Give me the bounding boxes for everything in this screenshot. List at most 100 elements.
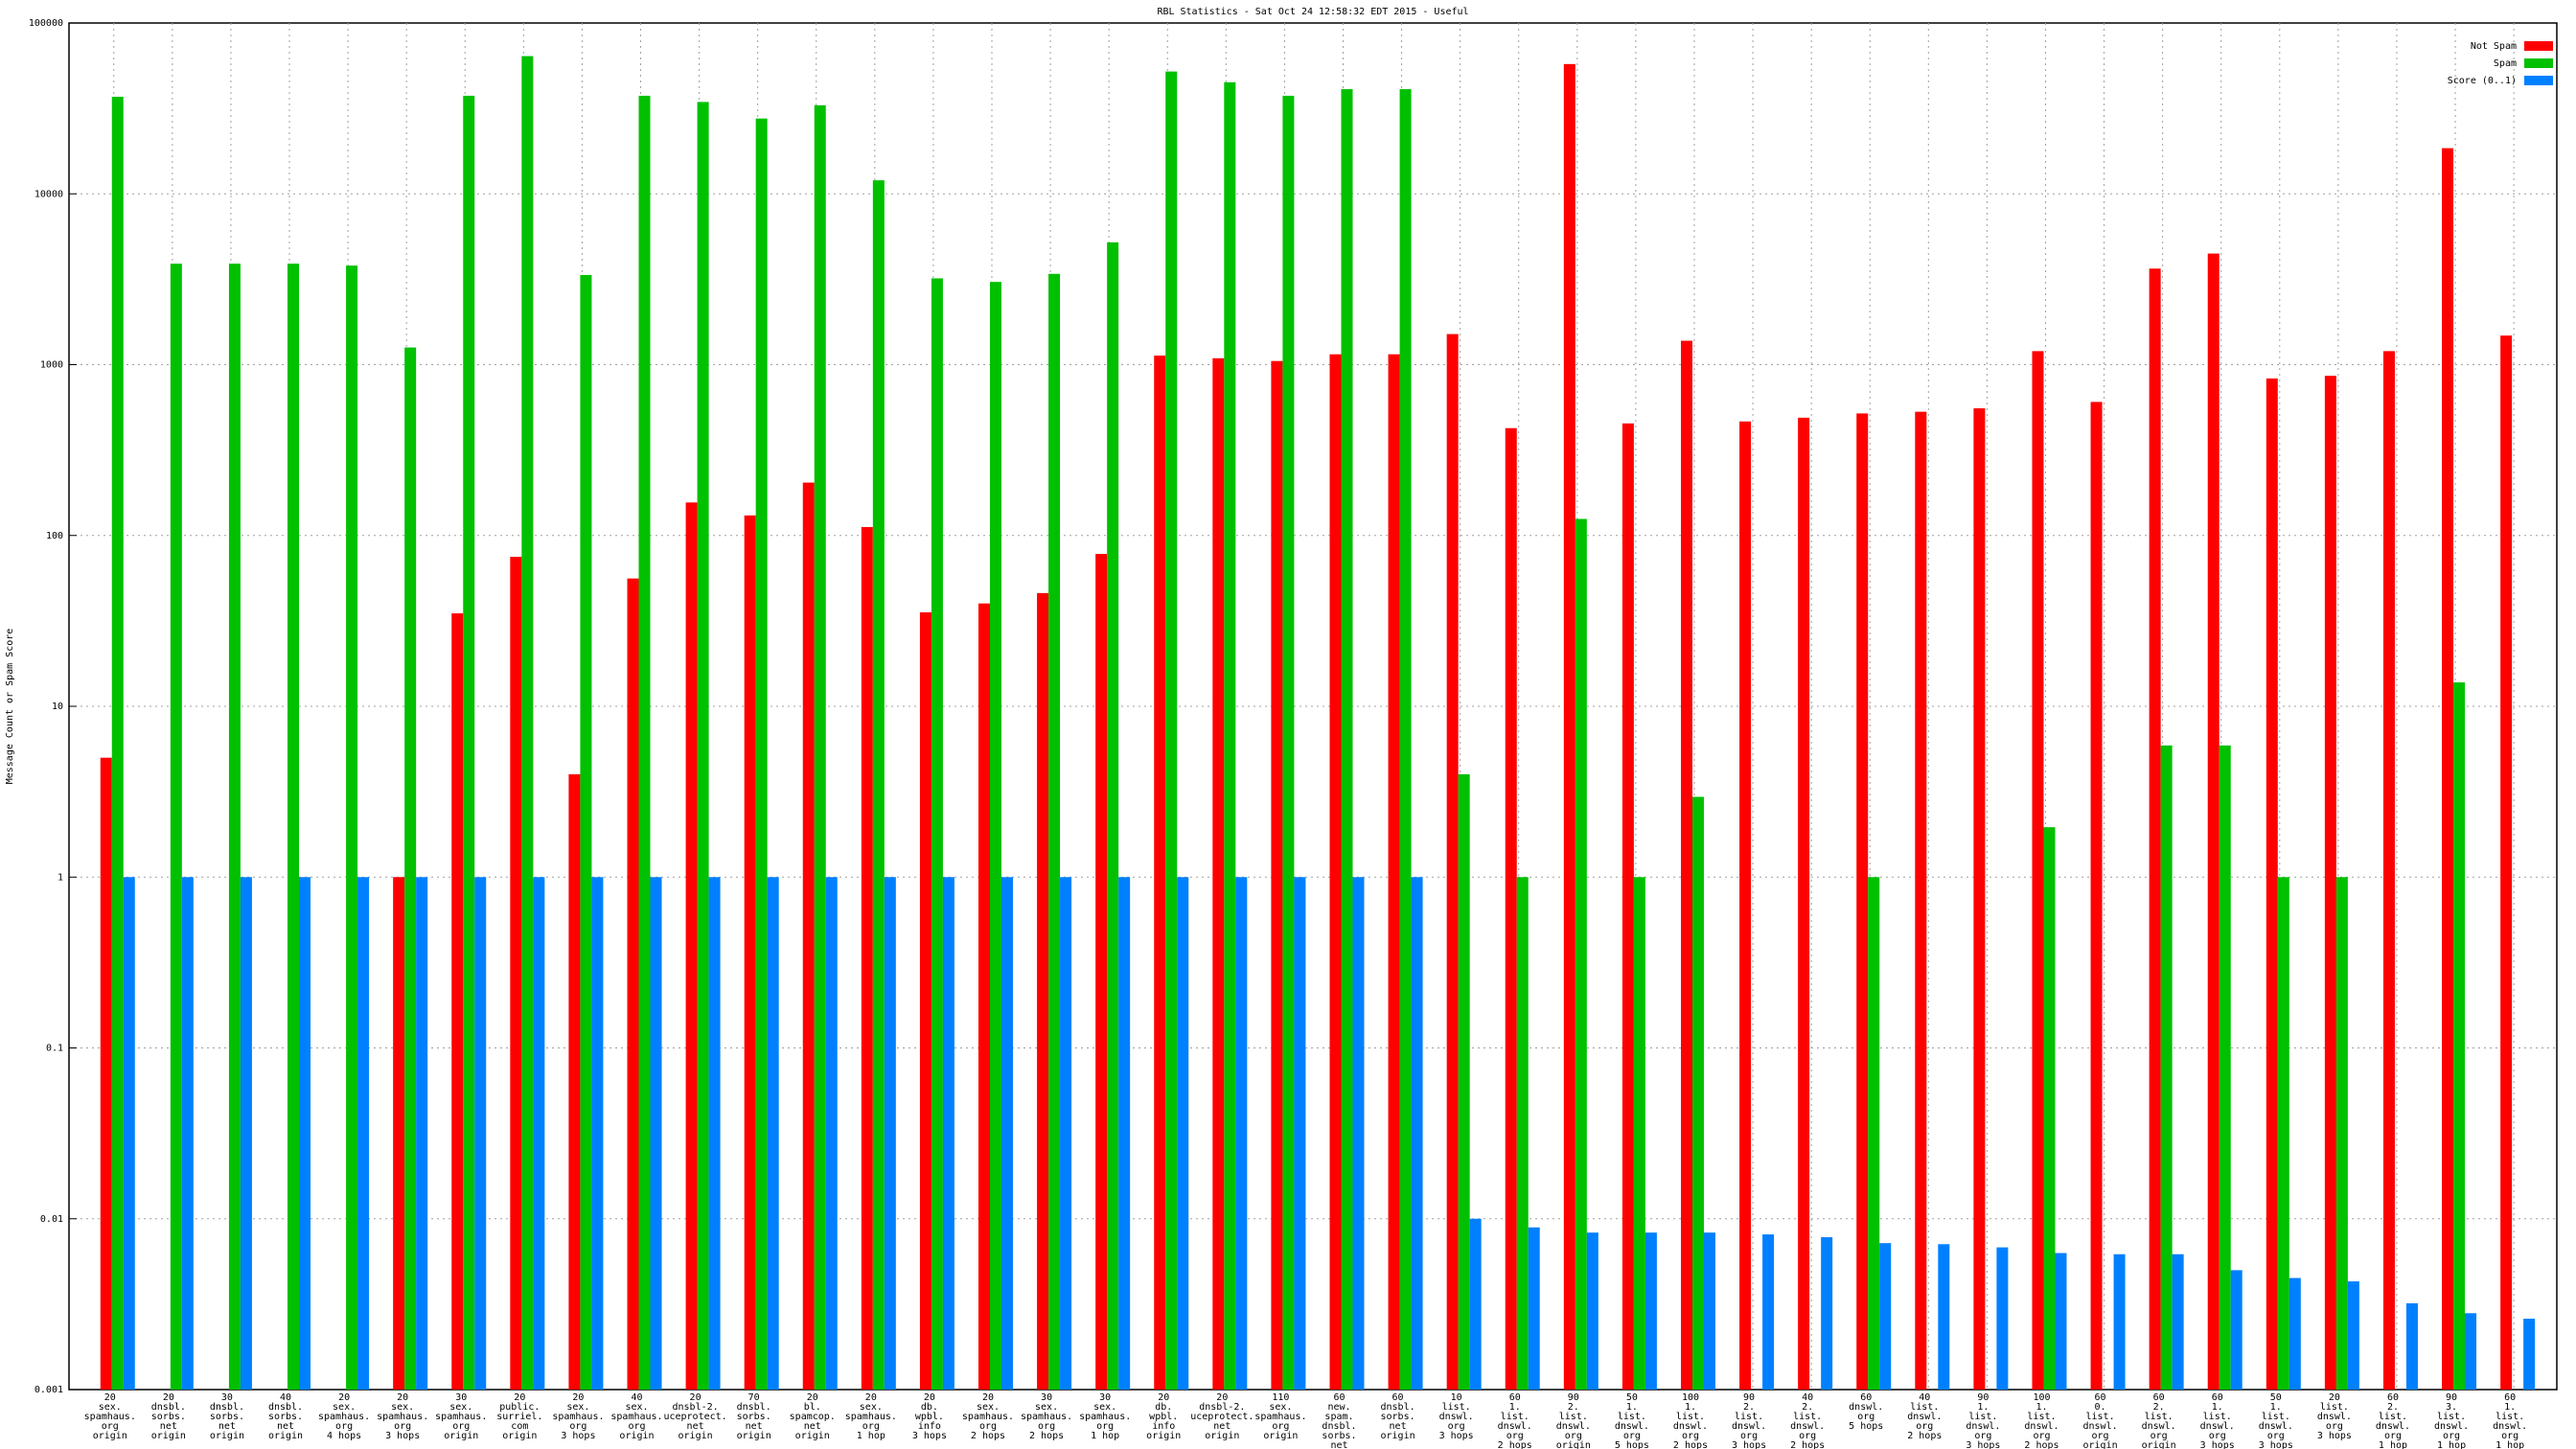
x-tick-label: dnswl. [1907, 1412, 1942, 1422]
x-tick-label: origin [1263, 1431, 1298, 1441]
bar [1177, 877, 1189, 1390]
bar [1973, 408, 1986, 1390]
x-tick-label: org [1740, 1431, 1758, 1441]
bar [2442, 148, 2454, 1391]
bar [1691, 796, 1704, 1390]
x-tick-label: origin [678, 1431, 713, 1441]
bar [1294, 877, 1306, 1390]
bar [357, 877, 370, 1390]
x-tick-label: 3 hops [561, 1431, 595, 1441]
bar [2090, 402, 2103, 1390]
bar [708, 877, 721, 1390]
bar [1821, 1236, 1833, 1390]
bar [1446, 334, 1459, 1390]
bar [1388, 354, 1400, 1390]
x-tick-label: list. [2203, 1412, 2232, 1422]
x-tick-label: list. [1910, 1402, 1939, 1413]
x-tick-label: list. [2496, 1412, 2524, 1422]
bar [2207, 253, 2220, 1391]
x-tick-label: sex. [391, 1402, 414, 1413]
bar [697, 102, 709, 1390]
bar [404, 347, 417, 1391]
bar [170, 264, 182, 1391]
x-tick-label: 40 [280, 1392, 291, 1403]
x-tick-label: 3 hops [1732, 1440, 1766, 1449]
x-tick-label: 110 [1272, 1392, 1289, 1403]
bar [346, 265, 358, 1390]
x-tick-label: list. [1501, 1412, 1530, 1422]
x-tick-label: spamhaus. [377, 1412, 428, 1422]
x-tick-label: origin [737, 1431, 771, 1441]
x-tick-label: org [1096, 1421, 1114, 1432]
x-tick-label: 2 hops [2024, 1440, 2058, 1449]
x-tick-label: 1. [1977, 1402, 1989, 1413]
x-tick-label: 2 hops [1029, 1431, 1064, 1441]
legend-label: Score (0..1) [2448, 76, 2517, 86]
x-tick-label: spamhaus. [552, 1412, 604, 1422]
bar [2172, 1254, 2184, 1390]
x-tick-label: sex. [99, 1402, 122, 1413]
bar [1224, 81, 1236, 1391]
bar [181, 877, 194, 1390]
x-tick-label: 20 [572, 1392, 584, 1403]
bar [1762, 1234, 1775, 1390]
x-tick-label: 30 [1041, 1392, 1052, 1403]
x-tick-label: dnsbl-2. [672, 1402, 718, 1413]
bar [1680, 340, 1692, 1391]
x-tick-label: sex. [1269, 1402, 1292, 1413]
bar [650, 877, 662, 1390]
bar [1329, 354, 1342, 1390]
bar [802, 482, 815, 1390]
bar [627, 578, 639, 1390]
x-tick-label: org [1857, 1412, 1874, 1422]
x-tick-label: 4 hops [327, 1431, 361, 1441]
x-tick-label: org [1565, 1431, 1582, 1441]
bar [580, 274, 592, 1390]
x-tick-label: net [1330, 1440, 1347, 1449]
bar [288, 264, 300, 1391]
x-tick-label: db. [1155, 1402, 1172, 1413]
x-tick-label: org [1448, 1421, 1465, 1432]
x-tick-label: 70 [748, 1392, 760, 1403]
x-tick-label: org [1799, 1431, 1816, 1441]
x-tick-label: dnswl. [2376, 1421, 2410, 1432]
bar [1048, 273, 1061, 1390]
x-tick-label: sorbs. [210, 1412, 244, 1422]
x-tick-label: sex. [860, 1402, 883, 1413]
bar [989, 282, 1001, 1390]
bar [591, 877, 604, 1390]
bar [1528, 1227, 1540, 1390]
x-tick-label: 30 [1099, 1392, 1111, 1403]
x-tick-label: 20 [338, 1392, 350, 1403]
x-tick-label: spamhaus. [318, 1412, 370, 1422]
x-tick-label: net [160, 1421, 177, 1432]
x-tick-label: sorbs. [1381, 1412, 1415, 1422]
x-tick-label: 40 [1919, 1392, 1930, 1403]
bar [1505, 427, 1517, 1390]
x-tick-label: dnswl. [1673, 1421, 1708, 1432]
bar [100, 757, 112, 1390]
x-tick-label: dnsbl. [737, 1402, 771, 1413]
x-tick-label: 1 hop [2379, 1440, 2407, 1449]
x-tick-label: 20 [397, 1392, 408, 1403]
x-tick-label: 100 [1682, 1392, 1699, 1403]
bar [1235, 877, 1248, 1390]
x-tick-label: 20 [163, 1392, 174, 1403]
x-tick-label: 60 [1860, 1392, 1872, 1403]
bar [1879, 1243, 1892, 1390]
x-tick-label: net [218, 1421, 236, 1432]
x-tick-label: origin [444, 1431, 478, 1441]
bar [533, 877, 545, 1390]
bar [299, 877, 311, 1390]
chart-title: RBL Statistics - Sat Oct 24 12:58:32 EDT… [1157, 7, 1468, 17]
x-tick-label: org [979, 1421, 997, 1432]
x-tick-label: spamhaus. [1254, 1412, 1306, 1422]
x-tick-label: list. [2379, 1412, 2407, 1422]
bar [1575, 518, 1587, 1390]
x-tick-label: sex. [449, 1402, 472, 1413]
x-tick-label: org [1272, 1421, 1289, 1432]
bar [463, 95, 475, 1390]
bar [2335, 877, 2348, 1390]
x-tick-label: spamhaus. [962, 1412, 1014, 1422]
